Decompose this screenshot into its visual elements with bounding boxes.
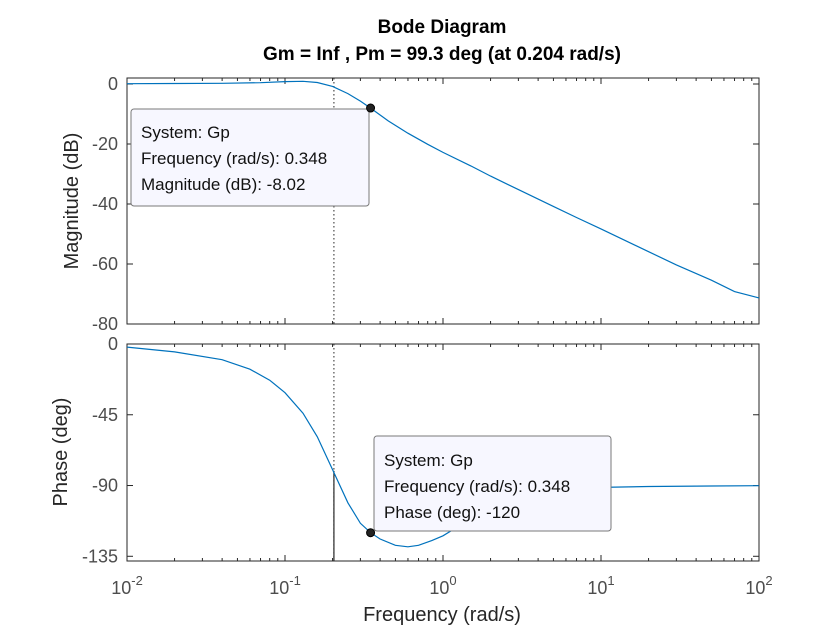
x-tick-labels: 10-2 10-1 100 101 102 [111, 573, 772, 598]
magnitude-y-tick-labels: 0 -20 -40 -60 -80 [92, 74, 118, 334]
magnitude-datatip[interactable]: System: Gp Frequency (rad/s): 0.348 Magn… [130, 108, 370, 207]
phase-datatip-value: Phase (deg): -120 [384, 503, 520, 522]
phase-y-tick-labels: 0 -45 -90 -135 [82, 334, 118, 566]
x-tick-label: 10-2 [111, 573, 143, 598]
x-axis-label: Frequency (rad/s) [363, 604, 521, 626]
phase-panel: 0 -45 -90 -135 Phase (deg) System: Gp Frequ… [50, 334, 760, 566]
magnitude-datatip-system: System: Gp [141, 123, 230, 142]
x-tick-label: 10-1 [269, 573, 301, 598]
phase-datatip-box [373, 435, 612, 532]
magnitude-curve [126, 80, 760, 299]
magnitude-ticks [126, 78, 759, 325]
phase-ylabel: Phase (deg) [50, 398, 72, 507]
magnitude-ylabel: Magnitude (dB) [61, 133, 83, 270]
magnitude-datatip-frequency: Frequency (rad/s): 0.348 [141, 149, 327, 168]
phase-datatip-frequency: Frequency (rad/s): 0.348 [384, 477, 570, 496]
phase-datatip[interactable]: System: Gp Frequency (rad/s): 0.348 Phas… [373, 435, 612, 532]
x-tick-label: 102 [745, 573, 772, 598]
x-tick-label: 100 [429, 573, 456, 598]
magnitude-y-tick-label: -60 [92, 254, 118, 274]
magnitude-y-tick-label: 0 [108, 74, 118, 94]
phase-ticks [126, 343, 759, 561]
magnitude-y-tick-label: -20 [92, 134, 118, 154]
phase-y-tick-label: -135 [82, 546, 118, 566]
magnitude-y-tick-label: -40 [92, 194, 118, 214]
magnitude-panel: 0 -20 -40 -60 -80 Magnitude (dB) System: Gp … [61, 74, 760, 334]
x-tick-label: 101 [587, 573, 614, 598]
chart-subtitle: Gm = Inf , Pm = 99.3 deg (at 0.204 rad/s… [263, 44, 621, 65]
chart-title: Bode Diagram [378, 17, 507, 38]
phase-y-tick-label: -90 [92, 476, 118, 496]
phase-datatip-system: System: Gp [384, 451, 473, 470]
magnitude-y-tick-label: -80 [92, 314, 118, 334]
magnitude-datatip-box [130, 108, 370, 207]
magnitude-datatip-value: Magnitude (dB): -8.02 [141, 175, 305, 194]
phase-y-tick-label: -45 [92, 405, 118, 425]
phase-datatip-marker[interactable] [366, 528, 376, 538]
phase-y-tick-label: 0 [108, 334, 118, 354]
magnitude-datatip-marker[interactable] [366, 103, 376, 113]
